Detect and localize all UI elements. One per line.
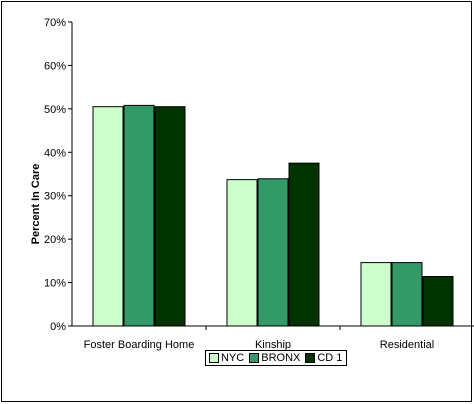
bar xyxy=(360,262,392,327)
bar xyxy=(154,106,186,327)
bar xyxy=(226,179,258,327)
y-tick-label: 60% xyxy=(44,60,66,72)
legend-swatch xyxy=(249,353,260,363)
x-category-label: Residential xyxy=(380,339,434,351)
bar xyxy=(257,178,289,327)
x-category-label: Foster Boarding Home xyxy=(84,339,195,351)
bar xyxy=(391,262,423,327)
y-tick-label: 20% xyxy=(44,234,66,246)
y-axis-label: Percent In Care xyxy=(30,164,42,245)
y-tick-label: 40% xyxy=(44,147,66,159)
legend-item: NYC xyxy=(209,352,244,364)
bar xyxy=(422,275,454,327)
bar xyxy=(123,104,155,327)
legend-swatch xyxy=(209,353,219,363)
bar xyxy=(288,162,320,327)
y-tick-label: 10% xyxy=(44,278,66,290)
x-category-label: Kinship xyxy=(255,339,291,351)
legend-item: CD 1 xyxy=(305,352,342,364)
y-tick-label: 30% xyxy=(44,191,66,203)
bar xyxy=(92,106,124,327)
legend: NYC BRONX CD 1 xyxy=(205,350,348,366)
y-tick-label: 50% xyxy=(44,104,66,116)
y-tick-label: 0% xyxy=(50,321,66,333)
legend-swatch xyxy=(305,353,316,363)
legend-item: BRONX xyxy=(249,352,300,364)
legend-label: CD 1 xyxy=(317,352,343,364)
legend-label: NYC xyxy=(221,352,245,364)
legend-label: BRONX xyxy=(261,352,301,364)
y-tick-label: 70% xyxy=(44,17,66,29)
